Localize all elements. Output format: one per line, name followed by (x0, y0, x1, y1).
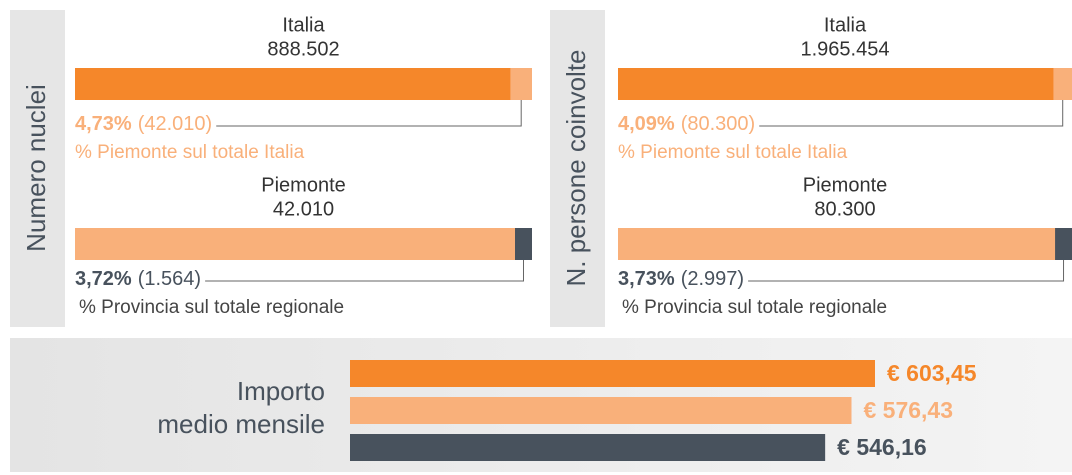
monthly-bar (350, 434, 826, 461)
monthly-value: € 576,43 (863, 397, 953, 423)
connector (748, 260, 1065, 282)
block-note: % Provincia sul totale regionale (622, 297, 887, 318)
connector (216, 100, 522, 127)
monthly-bar (350, 397, 852, 424)
part-value: (42.010) (138, 113, 213, 135)
connector (205, 260, 524, 282)
monthly-label: medio mensile (157, 409, 325, 439)
axis-strip (550, 10, 605, 327)
total-bar (618, 68, 1072, 100)
share-bar (1055, 228, 1072, 260)
part-value: (80.300) (681, 113, 756, 135)
monthly-value: € 546,16 (837, 434, 927, 460)
block-title: Italia (282, 14, 325, 36)
share-bar (510, 68, 532, 100)
block-note: % Provincia sul totale regionale (79, 297, 344, 318)
axis-label: Numero nuclei (21, 84, 51, 252)
block-title: Piemonte (261, 174, 346, 196)
share-line: 3,72% (1.564) (75, 268, 201, 290)
monthly-value: € 603,45 (887, 360, 977, 386)
block-title: Piemonte (803, 174, 888, 196)
share-line: 3,73% (2.997) (618, 268, 744, 290)
share-value: 3,73% (618, 268, 675, 290)
axis-strip (10, 10, 65, 327)
share-value: 4,09% (618, 113, 675, 135)
monthly-bar (350, 360, 875, 387)
axis-label: N. persone coinvolte (561, 49, 591, 286)
block-note: % Piemonte sul totale Italia (618, 142, 848, 163)
share-value: 4,73% (75, 113, 132, 135)
part-value: (2.997) (681, 268, 744, 290)
connector (759, 100, 1064, 127)
block-total: 1.965.454 (801, 38, 890, 60)
total-bar (75, 68, 532, 100)
share-bar (1053, 68, 1072, 100)
block-total: 80.300 (814, 198, 875, 220)
total-bar (618, 228, 1072, 260)
share-bar (514, 228, 532, 260)
share-value: 3,72% (75, 268, 132, 290)
block-total: 888.502 (267, 38, 339, 60)
block-title: Italia (824, 14, 867, 36)
part-value: (1.564) (138, 268, 201, 290)
share-line: 4,73% (42.010) (75, 113, 212, 135)
block-total: 42.010 (273, 198, 334, 220)
block-note: % Piemonte sul totale Italia (75, 142, 305, 163)
share-line: 4,09% (80.300) (618, 113, 755, 135)
total-bar (75, 228, 532, 260)
monthly-label: Importo (237, 376, 325, 406)
